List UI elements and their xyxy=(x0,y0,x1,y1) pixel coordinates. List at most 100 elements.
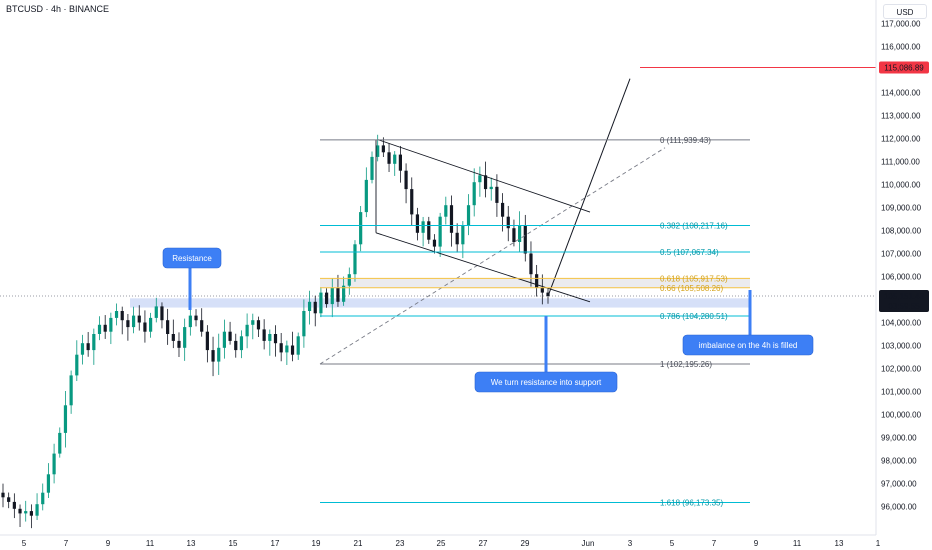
price-tick-label: 99,000.00 xyxy=(881,434,917,443)
time-tick-label: 19 xyxy=(312,539,321,548)
resistance-callout[interactable]: Resistance xyxy=(162,247,222,310)
candle-body xyxy=(404,170,408,190)
resistance-zone xyxy=(130,298,750,308)
candle-body xyxy=(24,511,28,514)
time-tick-label: 27 xyxy=(479,539,488,548)
candle-body xyxy=(489,186,493,190)
time-tick-label: 23 xyxy=(396,539,405,548)
candle-body xyxy=(461,225,465,245)
candle-body xyxy=(143,322,147,332)
candle-body xyxy=(126,320,130,328)
time-axis[interactable]: 5 7 9 11 13 15 17 19 21 23 25 27 29 Jun 3 5 7 9 11 13 1 xyxy=(0,534,881,548)
time-tick-label: 11 xyxy=(793,539,802,548)
candle-body xyxy=(336,288,340,302)
candle-body xyxy=(251,320,255,325)
candle-body xyxy=(154,306,158,318)
imbalance-callout[interactable]: imbalance on the 4h is filled xyxy=(682,290,814,356)
candle-body xyxy=(438,216,442,247)
candle-body xyxy=(472,182,476,206)
candle-body xyxy=(35,504,39,516)
candle-body xyxy=(302,311,306,337)
candle-body xyxy=(217,347,221,362)
candle-body xyxy=(228,331,232,341)
fib-level-label: 0.5 (107,067.34) xyxy=(660,248,719,257)
candle-body xyxy=(421,221,425,233)
price-tick-label: 96,000.00 xyxy=(881,503,917,512)
candle-body xyxy=(319,292,323,314)
price-tick-label: 108,000.00 xyxy=(881,227,922,236)
candle-body xyxy=(188,315,192,328)
time-tick-label: 13 xyxy=(187,539,196,548)
candle-body xyxy=(273,334,278,344)
chart-title[interactable]: BTCUSD · 4h · BINANCE xyxy=(6,4,110,14)
candle-body xyxy=(183,327,187,348)
time-tick-label: 7 xyxy=(64,539,69,548)
price-tick-label: 104,000.00 xyxy=(881,319,922,328)
candle-body xyxy=(415,214,420,233)
callout-box xyxy=(682,334,814,356)
time-tick-label: Jun xyxy=(582,539,595,548)
time-tick-label: 1 xyxy=(876,539,881,548)
fib-level-label: 0.618 (105,917.53) xyxy=(660,274,728,283)
candle-body xyxy=(109,317,113,332)
candle-body xyxy=(518,225,522,242)
candle-body xyxy=(18,508,22,514)
current-price-badge xyxy=(879,290,929,313)
candle-body xyxy=(376,145,380,157)
bar-countdown-label: 03:59:55 xyxy=(888,302,920,311)
time-tick-label: 5 xyxy=(22,539,27,548)
candle-body xyxy=(7,497,11,502)
candle-body xyxy=(353,244,357,275)
price-tick-label: 97,000.00 xyxy=(881,480,917,489)
candle-body xyxy=(262,329,266,341)
candle-body xyxy=(166,320,170,334)
candle-body xyxy=(234,340,238,351)
candle-body xyxy=(239,336,244,351)
time-tick-label: 9 xyxy=(754,539,759,548)
candle-body xyxy=(12,501,16,509)
candle-body xyxy=(535,274,539,288)
support-callout[interactable]: We turn resistance into support xyxy=(474,316,618,393)
price-tick-label: 117,000.00 xyxy=(881,20,921,29)
candle-body xyxy=(313,301,317,314)
candle-body xyxy=(205,331,209,351)
time-tick-label: 15 xyxy=(229,539,238,548)
candle-body xyxy=(540,288,544,293)
time-tick-label: 11 xyxy=(146,539,155,548)
candle-body xyxy=(449,205,454,233)
candle-body xyxy=(307,301,312,311)
price-tick-label: 109,000.00 xyxy=(881,204,922,213)
candle-body xyxy=(296,336,300,355)
projection-line xyxy=(547,78,631,297)
candle-body xyxy=(92,334,96,351)
candle-body xyxy=(97,324,102,334)
candle-body xyxy=(324,292,329,305)
channel-upper-line xyxy=(377,139,591,213)
time-tick-label: 13 xyxy=(835,539,844,548)
fib-level-label: 1.618 (96,173.35) xyxy=(660,499,723,508)
price-tick-label: 103,000.00 xyxy=(881,342,922,351)
red-level-label: 115,086.89 xyxy=(884,64,924,73)
candle-body xyxy=(137,315,141,323)
candle-body xyxy=(63,405,68,433)
candle-body xyxy=(381,145,385,153)
price-tick-label: 114,000.00 xyxy=(881,89,921,98)
candle-body xyxy=(194,315,198,321)
candle-body xyxy=(478,175,482,183)
candle-body xyxy=(432,239,437,247)
price-axis[interactable]: 117,000.00116,000.00115,000.00114,000.00… xyxy=(875,0,929,535)
candle-body xyxy=(359,212,363,245)
fib-level-label: 0.382 (108,217.16) xyxy=(660,222,728,231)
currency-selector[interactable]: USD xyxy=(883,4,927,19)
candle-body xyxy=(256,320,261,330)
candle-body xyxy=(103,324,107,332)
price-tick-label: 113,000.00 xyxy=(881,112,921,121)
candle-body xyxy=(370,156,374,180)
price-tick-label: 106,000.00 xyxy=(881,273,922,282)
candle-body xyxy=(529,253,533,275)
red-level-badge xyxy=(879,61,929,74)
time-tick-label: 5 xyxy=(670,539,675,548)
candle-body xyxy=(347,274,351,286)
callout-text: Resistance xyxy=(172,254,212,263)
